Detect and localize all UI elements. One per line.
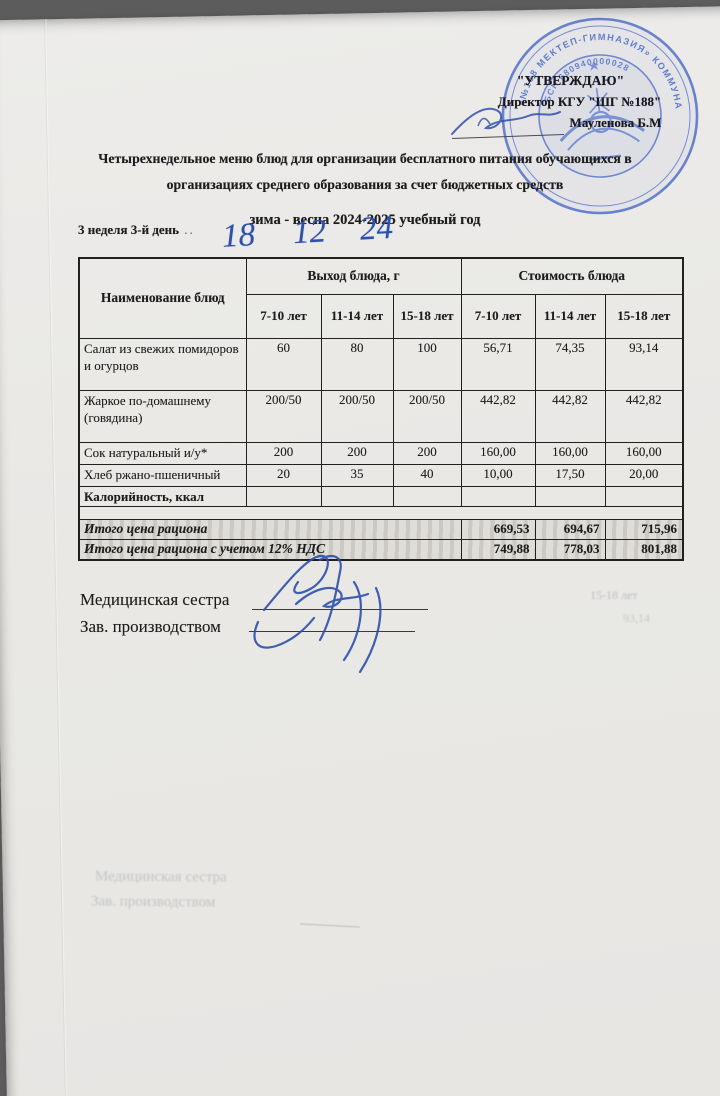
output-value: 80 bbox=[320, 337, 394, 391]
bleedthrough-text: 93,14 bbox=[623, 611, 650, 625]
header-row-groups: Наименование блюд Выход блюда, г Стоимос… bbox=[78, 257, 684, 339]
bleedthrough-text: Медицинская сестра bbox=[94, 868, 227, 886]
table-row-calories: Калорийность, ккал bbox=[78, 485, 684, 507]
round-seal-icon: «№188 МЕКТЕП-ГИМНАЗИЯ» КОММУНА БСН 68094… bbox=[475, 0, 720, 241]
col-header-dish: Наименование блюд bbox=[78, 257, 247, 339]
signature-block: Медицинская сестра Зав. производством bbox=[80, 586, 229, 640]
handwritten-signatures-icon bbox=[253, 554, 382, 674]
dish-name: Калорийность, ккал bbox=[78, 485, 247, 507]
dish-name: Сок натуральный и/у* bbox=[78, 441, 247, 465]
total-value: 801,88 bbox=[604, 538, 684, 560]
approve-label: "УТВЕРЖДАЮ" bbox=[516, 73, 625, 88]
cost-value: 17,50 bbox=[534, 463, 606, 487]
total-row: Итого цена рациона 669,53 694,67 715,96 bbox=[78, 518, 684, 540]
col-group-output: Выход блюда, г bbox=[245, 257, 462, 295]
date-month: 12 bbox=[292, 213, 327, 252]
production-manager-label: Зав. производством bbox=[80, 617, 221, 636]
bleedthrough-mark bbox=[300, 923, 360, 928]
total-vat-label: Итого цена рациона с учетом 12% НДС bbox=[78, 538, 462, 560]
table-row: Хлеб ржано-пшеничный 20 35 40 10,00 17,5… bbox=[78, 463, 684, 487]
table-row: Жаркое по-домашнему (говядина) 200/50 20… bbox=[78, 389, 684, 443]
output-value: 200/50 bbox=[245, 389, 322, 443]
total-value: 669,53 bbox=[460, 518, 536, 540]
col-group-cost: Стоимость блюда bbox=[460, 257, 684, 295]
output-value: 35 bbox=[320, 463, 394, 487]
output-value: 200 bbox=[320, 441, 394, 465]
menu-table: Наименование блюд Выход блюда, г Стоимос… bbox=[78, 257, 685, 561]
cost-value bbox=[460, 485, 536, 507]
cost-value: 20,00 bbox=[604, 463, 684, 487]
age-header: 7-10 лет bbox=[245, 293, 322, 339]
cost-value: 160,00 bbox=[604, 441, 684, 465]
document-title: Четырехнедельное меню блюд для организац… bbox=[55, 146, 675, 233]
date-day: 18 bbox=[221, 217, 257, 255]
total-value: 749,88 bbox=[460, 538, 536, 560]
approval-block: "УТВЕРЖДАЮ" Директор КГУ "ШГ №188" Мауле… bbox=[448, 70, 693, 133]
cost-value: 442,82 bbox=[604, 389, 684, 443]
production-signature-line bbox=[249, 631, 415, 633]
output-value bbox=[392, 485, 462, 507]
cost-value bbox=[534, 485, 606, 507]
dish-name: Жаркое по-домашнему (говядина) bbox=[78, 389, 247, 443]
cost-value: 93,14 bbox=[604, 337, 684, 391]
header-row-ages: 7-10 лет 11-14 лет 15-18 лет 7-10 лет 11… bbox=[79, 293, 684, 339]
output-value: 60 bbox=[245, 337, 322, 391]
age-header: 15-18 лет bbox=[392, 293, 462, 339]
total-value: 778,03 bbox=[534, 538, 606, 560]
director-name: Мауленова Б.М bbox=[569, 115, 662, 130]
total-row-vat: Итого цена рациона с учетом 12% НДС 749,… bbox=[78, 538, 684, 560]
output-value: 100 bbox=[392, 337, 462, 391]
table-row: Сок натуральный и/у* 200 200 200 160,00 … bbox=[78, 441, 684, 465]
seal-emblem-icon bbox=[559, 61, 645, 161]
date-year: 24 bbox=[359, 209, 394, 248]
title-season: зима - весна 2024-2025 учебный год bbox=[249, 212, 481, 228]
cost-value: 10,00 bbox=[460, 463, 536, 487]
title-line1: Четырехнедельное меню блюд для организац… bbox=[98, 151, 632, 166]
cost-value bbox=[604, 485, 684, 507]
output-value: 200 bbox=[392, 441, 462, 465]
cost-value: 442,82 bbox=[460, 389, 536, 443]
output-value: 200/50 bbox=[392, 389, 462, 443]
age-header: 11-14 лет bbox=[320, 293, 394, 339]
title-line2: организациях среднего образования за сче… bbox=[166, 177, 564, 192]
age-header: 11-14 лет bbox=[534, 293, 606, 339]
spacer-row bbox=[79, 505, 684, 520]
cost-value: 74,35 bbox=[534, 337, 606, 391]
cost-value: 442,82 bbox=[534, 389, 606, 443]
cost-value: 56,71 bbox=[460, 337, 536, 391]
output-value: 200/50 bbox=[320, 389, 394, 443]
cost-value: 160,00 bbox=[460, 441, 536, 465]
table-row: Салат из свежих помидоров и огурцов 60 8… bbox=[78, 337, 684, 391]
output-value bbox=[245, 485, 322, 507]
dish-name: Салат из свежих помидоров и огурцов bbox=[78, 337, 247, 391]
total-value: 694,67 bbox=[534, 518, 606, 540]
total-label: Итого цена рациона bbox=[78, 518, 462, 540]
director-title: Директор КГУ "ШГ №188" bbox=[497, 94, 662, 109]
dish-name: Хлеб ржано-пшеничный bbox=[78, 463, 247, 487]
week-day-label: 3 неделя 3-й день .. bbox=[78, 222, 195, 237]
output-value: 20 bbox=[245, 463, 322, 487]
cost-value: 160,00 bbox=[534, 441, 606, 465]
nurse-label: Медицинская сестра bbox=[80, 590, 230, 609]
director-signature-icon bbox=[451, 107, 561, 135]
output-value: 40 bbox=[392, 463, 462, 487]
bleedthrough-text: Зав. производством bbox=[90, 893, 216, 911]
nurse-signature-line bbox=[252, 609, 428, 611]
bleedthrough-text: 15-18 лет bbox=[590, 588, 638, 602]
dots: .. bbox=[179, 222, 195, 237]
output-value bbox=[320, 485, 394, 507]
total-value: 715,96 bbox=[604, 518, 684, 540]
age-header: 7-10 лет bbox=[460, 293, 536, 339]
output-value: 200 bbox=[245, 441, 322, 465]
age-header: 15-18 лет bbox=[604, 293, 684, 339]
